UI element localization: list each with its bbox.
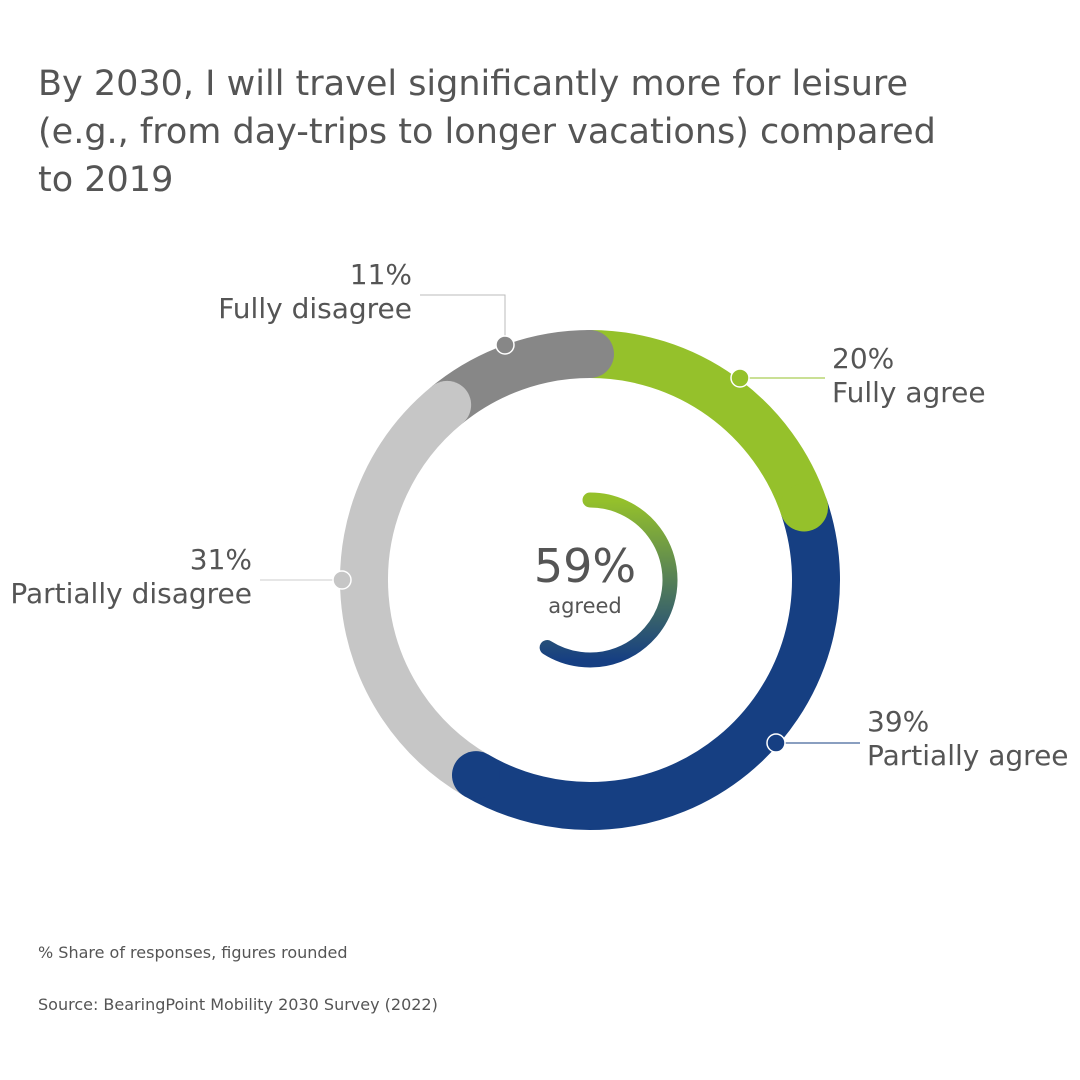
slice-partially-agree xyxy=(463,499,840,830)
dot-fully-agree xyxy=(730,368,750,388)
slice-end-cap xyxy=(423,380,472,429)
agreed-gauge-arc xyxy=(539,492,678,668)
dot-partially-agree xyxy=(766,733,786,753)
slice-end-cap xyxy=(566,330,614,378)
slice-end-cap xyxy=(780,483,829,532)
footnote: % Share of responses, figures rounded xyxy=(38,943,348,962)
label-fully-agree: 20% Fully agree xyxy=(832,342,986,410)
leader-fully-disagree xyxy=(420,294,506,345)
value-label: 11% xyxy=(349,258,412,291)
category-label: Partially agree xyxy=(867,739,1069,772)
source-note: Source: BearingPoint Mobility 2030 Surve… xyxy=(38,995,438,1014)
category-label: Partially disagree xyxy=(10,577,252,610)
chart-title: By 2030, I will travel significantly mor… xyxy=(38,64,936,200)
value-label: 39% xyxy=(867,705,930,738)
label-fully-disagree: 11% Fully disagree xyxy=(218,258,412,326)
slice-end-cap xyxy=(451,751,500,800)
label-partially-agree: 39% Partially agree xyxy=(867,705,1069,773)
dot-partially-disagree xyxy=(332,570,352,590)
category-label: Fully disagree xyxy=(218,292,412,325)
value-label: 31% xyxy=(189,543,252,576)
slice-fully-agree xyxy=(589,330,827,516)
dot-fully-disagree xyxy=(495,335,515,355)
value-label: 20% xyxy=(832,342,895,375)
center-caption: agreed xyxy=(548,594,622,618)
category-label: Fully agree xyxy=(832,376,986,409)
slice-partially-disagree xyxy=(340,386,489,796)
label-partially-disagree: 31% Partially disagree xyxy=(10,543,252,611)
center-value: 59% xyxy=(534,539,636,593)
